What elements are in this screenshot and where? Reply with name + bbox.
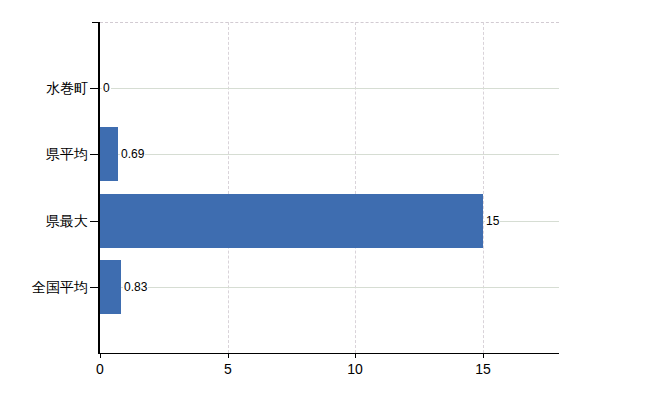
x-tick-label: 5 bbox=[224, 361, 232, 378]
gridline-vertical bbox=[228, 22, 229, 353]
value-label: 0 bbox=[102, 81, 111, 95]
y-axis bbox=[98, 22, 100, 353]
category-label: 県平均 bbox=[0, 146, 88, 163]
value-label: 0.69 bbox=[120, 147, 145, 161]
gridline-horizontal bbox=[100, 287, 559, 288]
x-axis-tick bbox=[483, 353, 484, 358]
y-axis-tick bbox=[90, 154, 98, 155]
x-axis bbox=[98, 353, 559, 354]
value-label: 0.83 bbox=[123, 280, 148, 294]
bar-県最大 bbox=[100, 194, 483, 248]
gridline-vertical bbox=[483, 22, 484, 353]
y-axis-tick bbox=[90, 287, 98, 288]
y-axis-top-tick bbox=[92, 22, 100, 23]
category-label: 全国平均 bbox=[0, 279, 88, 296]
value-label: 15 bbox=[485, 214, 500, 228]
x-axis-tick bbox=[355, 353, 356, 358]
plot-area: 0 0.69 15 0.83 bbox=[100, 22, 559, 353]
x-axis-tick bbox=[100, 353, 101, 358]
x-tick-label: 0 bbox=[96, 361, 104, 378]
category-label: 水巻町 bbox=[0, 80, 88, 97]
y-axis-tick bbox=[90, 88, 98, 89]
bar-県平均 bbox=[100, 127, 118, 181]
gridline-vertical bbox=[355, 22, 356, 353]
x-tick-label: 15 bbox=[475, 361, 491, 378]
plot-top-border bbox=[100, 22, 559, 23]
category-label: 県最大 bbox=[0, 213, 88, 230]
x-axis-tick bbox=[228, 353, 229, 358]
gridline-horizontal bbox=[100, 154, 559, 155]
x-tick-label: 10 bbox=[347, 361, 363, 378]
gridline-horizontal bbox=[100, 88, 559, 89]
bar-chart: 0 0.69 15 0.83 水巻町県平均県最大全国平均 0 5 10 15 bbox=[0, 0, 650, 400]
bar-全国平均 bbox=[100, 260, 121, 314]
y-axis-tick bbox=[90, 221, 98, 222]
